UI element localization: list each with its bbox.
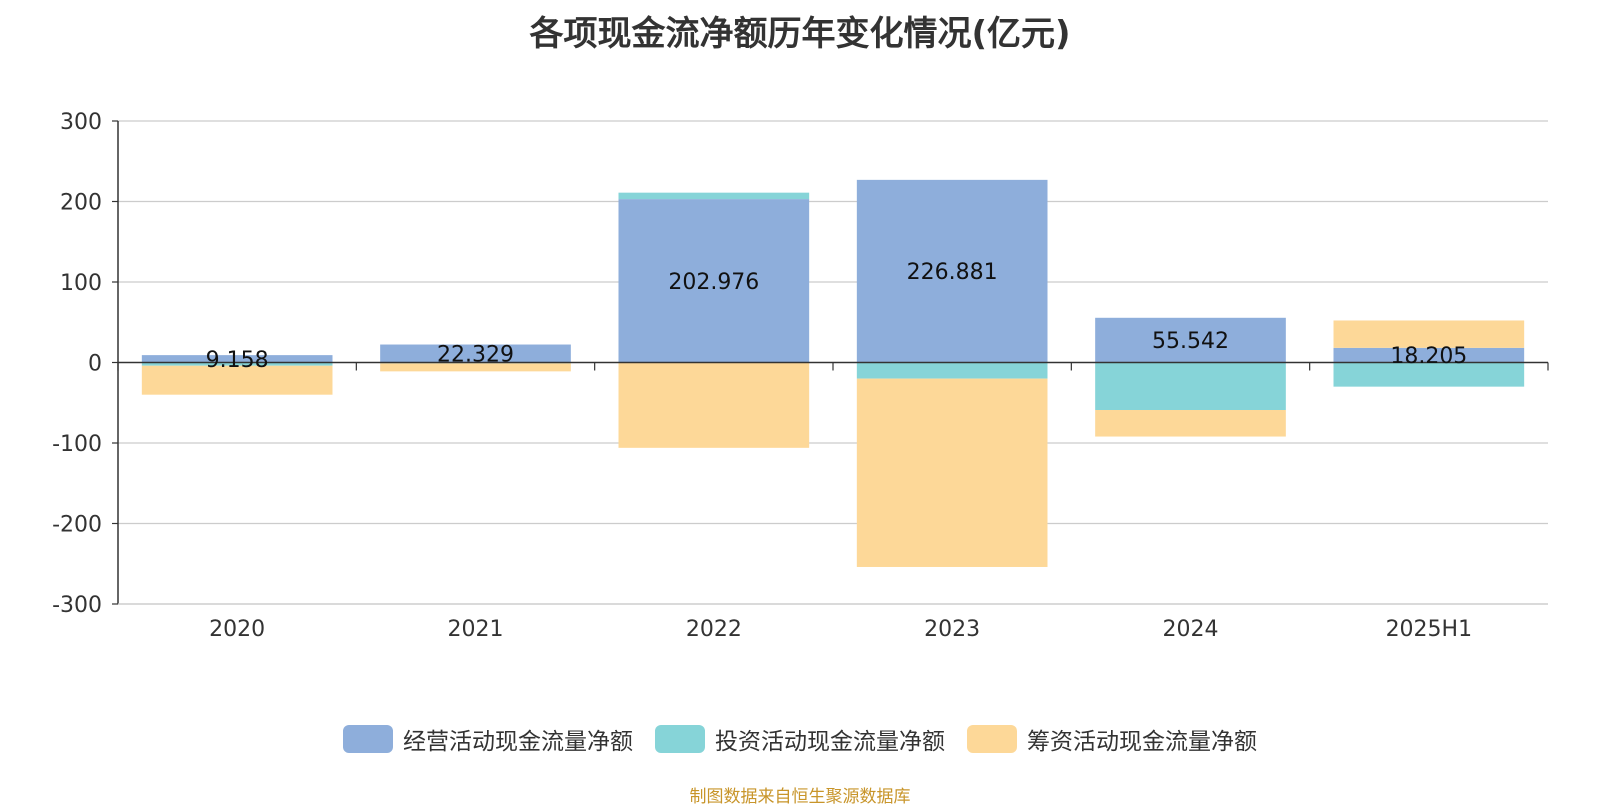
bar-operating xyxy=(1333,347,1525,363)
data-label: 202.976 xyxy=(668,270,759,295)
y-tick-label: 300 xyxy=(60,110,102,135)
bar-operating xyxy=(618,199,810,363)
bar-investing xyxy=(1333,362,1525,387)
legend-swatch-operating xyxy=(343,725,393,753)
bar-operating xyxy=(380,344,571,363)
chart-title: 各项现金流净额历年变化情况(亿元) xyxy=(529,14,1071,54)
source-note: 制图数据来自恒生聚源数据库 xyxy=(689,787,911,807)
legend-item-operating[interactable]: 经营活动现金流量净额 xyxy=(343,722,633,756)
legend-label-operating: 经营活动现金流量净额 xyxy=(403,729,633,755)
legend-swatch-financing xyxy=(967,725,1017,753)
y-tick-label: 100 xyxy=(60,271,102,296)
legend-swatch-investing xyxy=(655,725,705,753)
bar-operating xyxy=(1095,317,1286,363)
bar-investing xyxy=(618,192,810,200)
legend-item-investing[interactable]: 投资活动现金流量净额 xyxy=(655,722,945,756)
data-label: 18.205 xyxy=(1390,344,1467,369)
bar-operating xyxy=(856,179,1048,363)
legend-item-financing[interactable]: 筹资活动现金流量净额 xyxy=(967,722,1257,756)
bar-investing xyxy=(141,362,333,366)
bar-financing xyxy=(141,365,333,395)
y-tick-label: 0 xyxy=(88,352,102,377)
bar-financing xyxy=(380,363,571,372)
legend-label-financing: 筹资活动现金流量净额 xyxy=(1027,729,1257,755)
bar-financing xyxy=(618,362,810,448)
y-tick-label: -300 xyxy=(52,593,102,618)
legend-label-investing: 投资活动现金流量净额 xyxy=(715,729,945,755)
data-label: 226.881 xyxy=(907,260,998,285)
y-tick-label: 200 xyxy=(60,191,102,216)
y-tick-label: -200 xyxy=(52,513,102,538)
bar-financing xyxy=(856,378,1048,567)
data-label: 9.158 xyxy=(206,348,269,373)
data-label: 55.542 xyxy=(1152,329,1229,354)
legend: 经营活动现金流量净额 投资活动现金流量净额 筹资活动现金流量净额 xyxy=(0,722,1600,756)
bar-financing xyxy=(1095,409,1286,437)
bar-operating xyxy=(141,355,333,363)
x-tick-label: 2023 xyxy=(924,617,980,642)
x-tick-label: 2021 xyxy=(448,617,504,642)
x-tick-label: 2022 xyxy=(686,617,742,642)
bar-investing xyxy=(856,362,1048,379)
bar-investing xyxy=(1095,362,1286,410)
x-tick-label: 2025H1 xyxy=(1386,617,1473,642)
y-tick-label: -100 xyxy=(52,432,102,457)
data-label: 22.329 xyxy=(437,343,514,368)
x-tick-label: 2024 xyxy=(1163,617,1219,642)
bar-financing xyxy=(1333,320,1525,348)
x-tick-label: 2020 xyxy=(209,617,265,642)
